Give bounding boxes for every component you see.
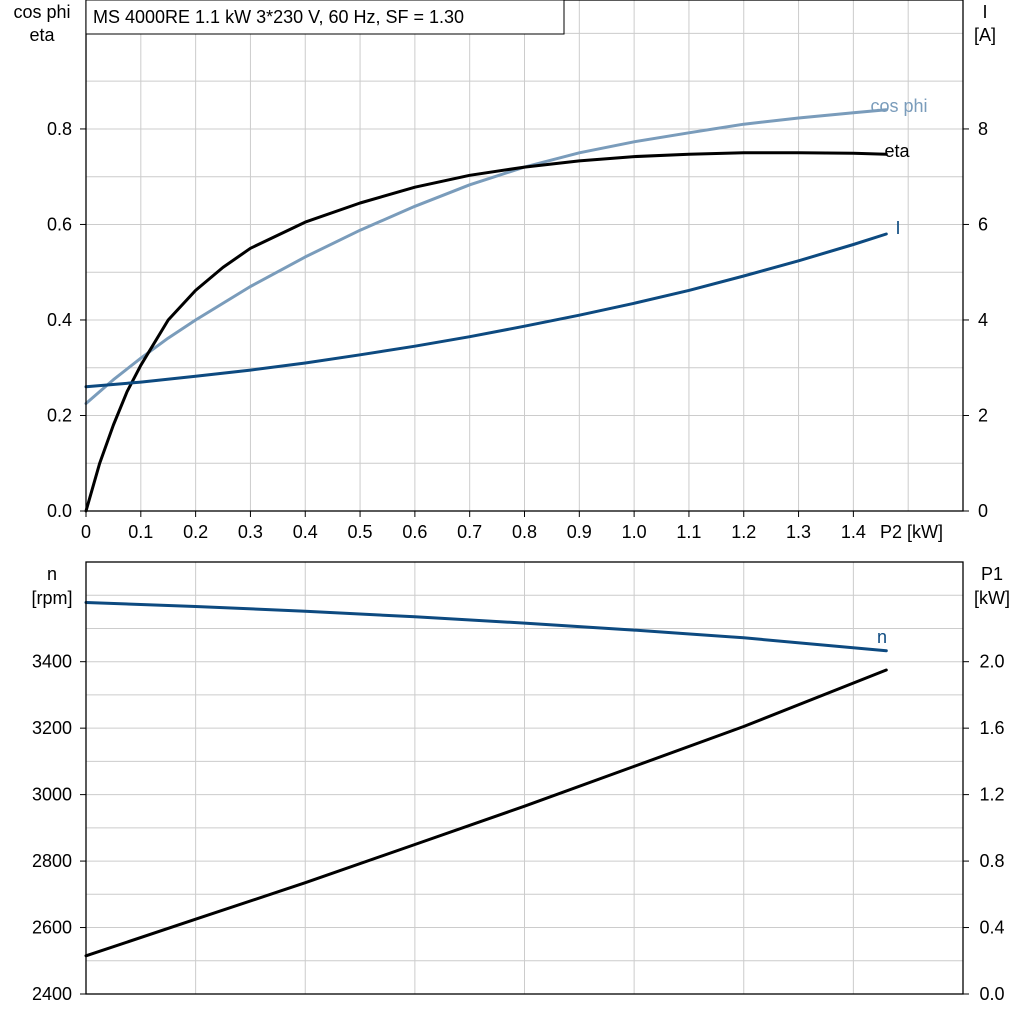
top-left-y-tick-label: 0.0 [47, 501, 72, 521]
top-x-tick-label: 1.1 [676, 522, 701, 542]
top-right-axis-title: I [A] [974, 2, 996, 45]
top-right-y-tick-label: 6 [978, 214, 988, 234]
top-x-tick-label: 0.8 [512, 522, 537, 542]
series-label-eta: eta [884, 141, 910, 161]
bottom-panel-frame [85, 561, 964, 995]
top-x-tick-label: 0.3 [238, 522, 263, 542]
series-label-cos-phi: cos phi [870, 96, 927, 116]
bottom-right-y-tick-label: 1.2 [979, 785, 1004, 805]
top-left-axis-title: cos phi eta [13, 2, 70, 45]
bottom-left-y-tick-label: 2800 [32, 851, 72, 871]
top-right-y-tick-label: 4 [978, 310, 988, 330]
bottom-left-y-tick-label: 3000 [32, 785, 72, 805]
top-right-y-tick-label: 2 [978, 405, 988, 425]
top-x-tick-label: 1.2 [731, 522, 756, 542]
top-left-y-tick-label: 0.6 [47, 214, 72, 234]
series-n-line [84, 601, 888, 653]
top-x-tick-label: 1.3 [786, 522, 811, 542]
bottom-right-y-tick-label: 0.4 [979, 918, 1004, 938]
series-eta-line [84, 151, 888, 513]
bottom-left-y-tick-label: 2400 [32, 984, 72, 1004]
top-left-axis-label-1: cos phi [13, 2, 70, 22]
series-cos-phi-line [84, 108, 888, 405]
bottom-left-axis-title: n [rpm] [31, 564, 72, 608]
top-x-tick-label: 0.6 [402, 522, 427, 542]
top-x-tick-label: 1.0 [622, 522, 647, 542]
bottom-left-y-tick-label: 3400 [32, 652, 72, 672]
bottom-left-axis-label-1: n [47, 564, 57, 584]
top-left-y-tick-label: 0.8 [47, 119, 72, 139]
chart-title-box: MS 4000RE 1.1 kW 3*230 V, 60 Hz, SF = 1.… [85, 0, 565, 35]
bottom-left-axis-label-2: [rpm] [31, 588, 72, 608]
top-x-tick-label: 0 [81, 522, 91, 542]
series-label-n: n [877, 627, 887, 647]
bottom-panel-grid: 2400 2600 2800 3000 3200 3400 0.0 0.4 0.8 1.2 1.6 2… [32, 562, 1005, 1004]
bottom-left-y-tick-label: 3200 [32, 718, 72, 738]
top-x-tick-label: 0.7 [457, 522, 482, 542]
bottom-left-y-tick-label: 2600 [32, 918, 72, 938]
bottom-right-axis-label-2: [kW] [974, 588, 1010, 608]
bottom-right-y-tick-label: 1.6 [979, 718, 1004, 738]
bottom-right-axis-label-1: P1 [981, 564, 1003, 584]
top-right-axis-label-2: [A] [974, 25, 996, 45]
top-x-tick-label: 0.4 [293, 522, 318, 542]
top-left-y-tick-label: 0.4 [47, 310, 72, 330]
top-x-tick-label: 0.5 [348, 522, 373, 542]
top-panel-grid: 0 0.1 0.2 0.3 0.4 0.5 0.6 0.7 0.8 0.9 1.0 1.1 1.2 1.3… [47, 0, 988, 542]
series-p1-line [84, 668, 888, 958]
top-x-tick-label: 0.9 [567, 522, 592, 542]
bottom-right-y-tick-label: 0.8 [979, 851, 1004, 871]
top-left-axis-label-2: eta [29, 25, 55, 45]
series-i-line [84, 232, 888, 389]
bottom-right-y-tick-label: 2.0 [979, 652, 1004, 672]
top-left-y-tick-label: 0.2 [47, 405, 72, 425]
top-x-tick-label: 1.4 [841, 522, 866, 542]
top-x-tick-label: 0.1 [128, 522, 153, 542]
top-right-axis-label-1: I [982, 2, 987, 22]
bottom-panel-curves: n [84, 601, 888, 958]
chart-title: MS 4000RE 1.1 kW 3*230 V, 60 Hz, SF = 1.… [93, 7, 464, 27]
series-label-i: I [895, 218, 900, 238]
top-right-y-tick-label: 8 [978, 119, 988, 139]
bottom-right-axis-title: P1 [kW] [974, 564, 1010, 608]
top-right-y-tick-label: 0 [978, 501, 988, 521]
top-x-tick-label: 0.2 [183, 522, 208, 542]
top-panel-frame [85, 0, 964, 512]
top-x-axis-label: P2 [kW] [880, 522, 943, 542]
bottom-right-y-tick-label: 0.0 [979, 984, 1004, 1004]
top-panel-curves: cos phi eta I [84, 96, 928, 513]
